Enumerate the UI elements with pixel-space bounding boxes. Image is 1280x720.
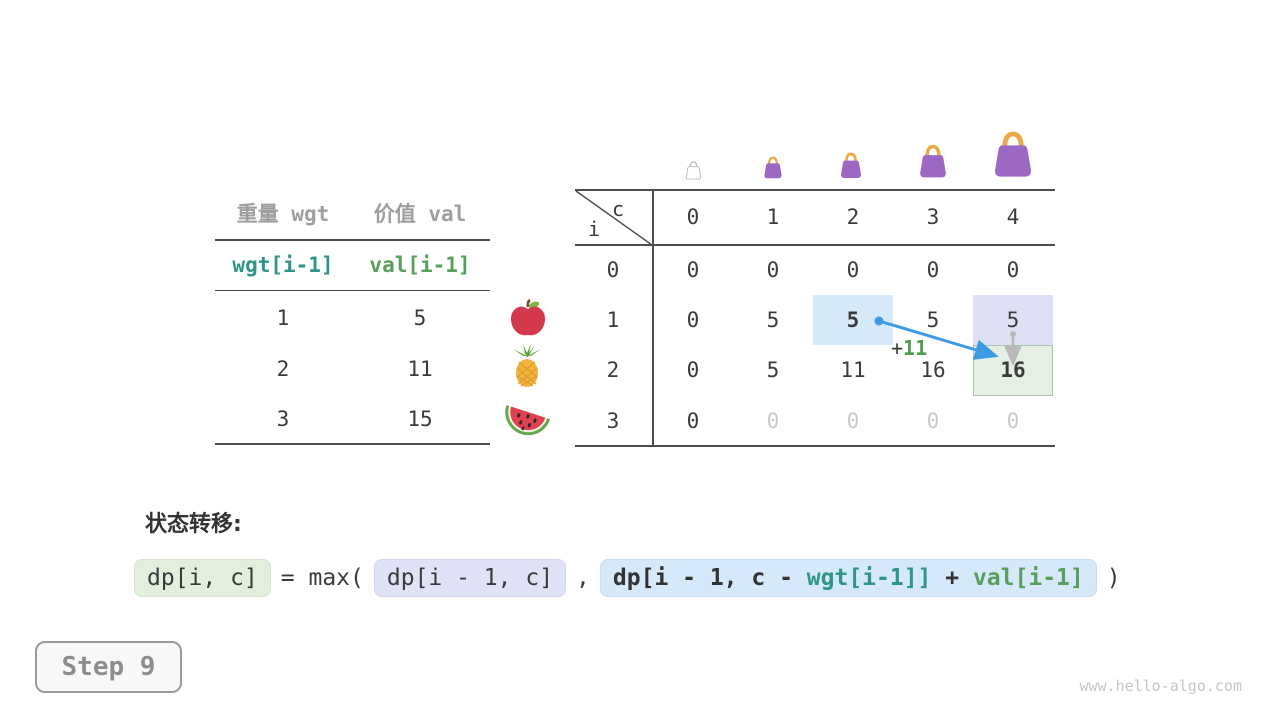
dp-cell: 0	[766, 258, 780, 282]
dp-cell-uncomputed: 0	[926, 409, 940, 433]
watermelon-icon	[501, 396, 553, 446]
dp-corner-row-var: i	[588, 217, 601, 241]
dp-col-header: 2	[846, 205, 860, 229]
item-row-val: 5	[413, 306, 427, 330]
items-index-val: val[i-1]	[369, 253, 471, 277]
items-col-header-weight: 重量 wgt	[236, 202, 330, 226]
formula-close-paren: )	[1106, 565, 1121, 591]
dp-corner-col-var: c	[612, 197, 625, 221]
dp-row-header: 1	[606, 308, 620, 332]
dp-cell: 0	[846, 258, 860, 282]
dp-cell: 0	[686, 258, 700, 282]
formula-chip-take: dp[i - 1, c - wgt[i-1]] + val[i-1]	[599, 559, 1097, 597]
dp-col-header: 3	[926, 205, 940, 229]
plus-sign: +	[891, 336, 904, 360]
bag-large-icon	[915, 144, 951, 184]
transition-formula: dp[i, c] = max( dp[i - 1, c] , dp[i - 1,…	[134, 559, 1121, 597]
dp-rule-bottom	[575, 445, 1055, 447]
dp-cell: 16	[920, 358, 946, 382]
items-col-header-value: 价值 val	[373, 202, 467, 226]
formula-take-wgt: wgt[i-1]]	[806, 565, 932, 591]
formula-take-val: val[i-1]	[972, 565, 1084, 591]
apple-icon	[506, 297, 550, 345]
dp-cell: 0	[926, 258, 940, 282]
add-value-annotation: +11	[891, 336, 927, 360]
dp-cell-current-highlight: 16	[973, 345, 1053, 396]
item-row-val: 15	[407, 407, 433, 431]
dp-cell: 0	[686, 409, 700, 433]
dp-row-header: 3	[606, 409, 620, 433]
pineapple-icon	[503, 343, 551, 395]
formula-equals-max: = max(	[280, 565, 364, 591]
dp-rule-top	[575, 189, 1055, 191]
dp-cell: 0	[1006, 258, 1020, 282]
bag-medium-icon	[837, 152, 865, 184]
watermark: www.hello-algo.com	[1079, 677, 1242, 695]
step-badge: Step 9	[35, 641, 182, 693]
formula-take-prefix: dp[i - 1, c -	[612, 565, 807, 591]
dp-rule-header	[575, 244, 1055, 246]
added-value: 11	[903, 336, 928, 360]
formula-comma: ,	[576, 565, 590, 591]
formula-take-plus: +	[931, 565, 973, 591]
dp-col-header: 4	[1006, 205, 1020, 229]
dp-row-header: 0	[606, 258, 620, 282]
dp-cell: 11	[840, 358, 866, 382]
item-row-wgt: 1	[276, 306, 290, 330]
dp-col-header: 1	[766, 205, 780, 229]
dp-cell: 0	[686, 358, 700, 382]
dp-cell-above-highlight: 5	[973, 295, 1053, 345]
dp-col-header: 0	[686, 205, 700, 229]
dp-cell: 5	[766, 358, 780, 382]
dp-cell-uncomputed: 0	[766, 409, 780, 433]
dp-cell-source-highlight: 5	[813, 295, 893, 345]
bag-small-icon	[761, 156, 785, 184]
dp-cell-uncomputed: 0	[1006, 409, 1020, 433]
items-index-wgt: wgt[i-1]	[232, 253, 334, 277]
dp-rule-vertical	[652, 189, 654, 447]
items-table-rule-bottom	[215, 443, 490, 445]
formula-chip-keep: dp[i - 1, c]	[373, 559, 567, 597]
item-row-val: 11	[407, 357, 433, 381]
items-table-rule-mid	[215, 290, 490, 291]
dp-cell-uncomputed: 0	[846, 409, 860, 433]
dp-cell: 0	[686, 308, 700, 332]
dp-row-header: 2	[606, 358, 620, 382]
item-row-wgt: 3	[276, 407, 290, 431]
formula-chip-result: dp[i, c]	[134, 559, 271, 597]
item-row-wgt: 2	[276, 357, 290, 381]
bag-xlarge-icon	[988, 131, 1038, 183]
transition-heading: 状态转移:	[145, 512, 242, 537]
dp-cell: 5	[766, 308, 780, 332]
items-table-rule-top	[215, 239, 490, 241]
bag-empty-icon	[684, 160, 703, 185]
